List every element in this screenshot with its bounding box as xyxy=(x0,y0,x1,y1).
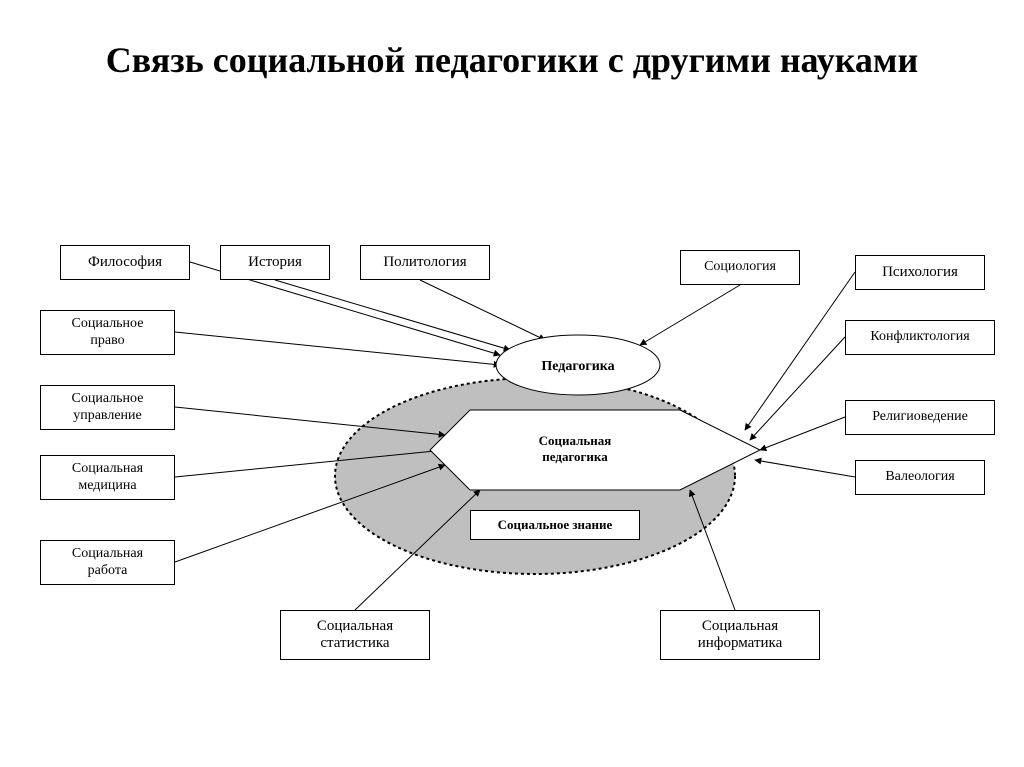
page-title: Связь социальной педагогики с другими на… xyxy=(0,40,1024,81)
edge-8 xyxy=(690,490,735,610)
node-conflictology: Конфликтология xyxy=(845,320,995,355)
node-social-work: Социальнаяработа xyxy=(40,540,175,585)
node-religion: Религиоведение xyxy=(845,400,995,435)
edge-5 xyxy=(175,450,445,477)
edge-6 xyxy=(175,465,445,562)
central-hexagon xyxy=(430,410,760,490)
central-hexagon-label: педагогика xyxy=(542,449,608,464)
pedagogy-ellipse xyxy=(496,335,660,395)
edge-10 xyxy=(745,272,855,430)
edge-13 xyxy=(755,460,855,477)
edge-9 xyxy=(640,285,740,345)
diagram-svg: Социальнаяпедагогика Педагогика xyxy=(0,0,1024,767)
edge-2 xyxy=(420,280,545,340)
node-social-stat: Социальнаястатистика xyxy=(280,610,430,660)
node-valeology: Валеология xyxy=(855,460,985,495)
edge-11 xyxy=(750,337,845,440)
node-philosophy: Философия xyxy=(60,245,190,280)
diagram-canvas: Связь социальной педагогики с другими на… xyxy=(0,0,1024,767)
node-psychology: Психология xyxy=(855,255,985,290)
social-knowledge-ellipse xyxy=(335,378,735,574)
central-hexagon-label: Социальная xyxy=(539,433,612,448)
node-social-law: Социальноеправо xyxy=(40,310,175,355)
node-social-med: Социальнаямедицина xyxy=(40,455,175,500)
edge-1 xyxy=(275,280,510,350)
edge-3 xyxy=(175,332,500,365)
edge-7 xyxy=(355,490,480,610)
edge-4 xyxy=(175,407,445,435)
social-knowledge-box: Социальное знание xyxy=(470,510,640,540)
node-social-mgmt: Социальноеуправление xyxy=(40,385,175,430)
node-politology: Политология xyxy=(360,245,490,280)
node-sociology: Социология xyxy=(680,250,800,285)
node-history: История xyxy=(220,245,330,280)
node-social-info: Социальнаяинформатика xyxy=(660,610,820,660)
pedagogy-label: Педагогика xyxy=(541,359,614,374)
edge-12 xyxy=(760,417,845,450)
